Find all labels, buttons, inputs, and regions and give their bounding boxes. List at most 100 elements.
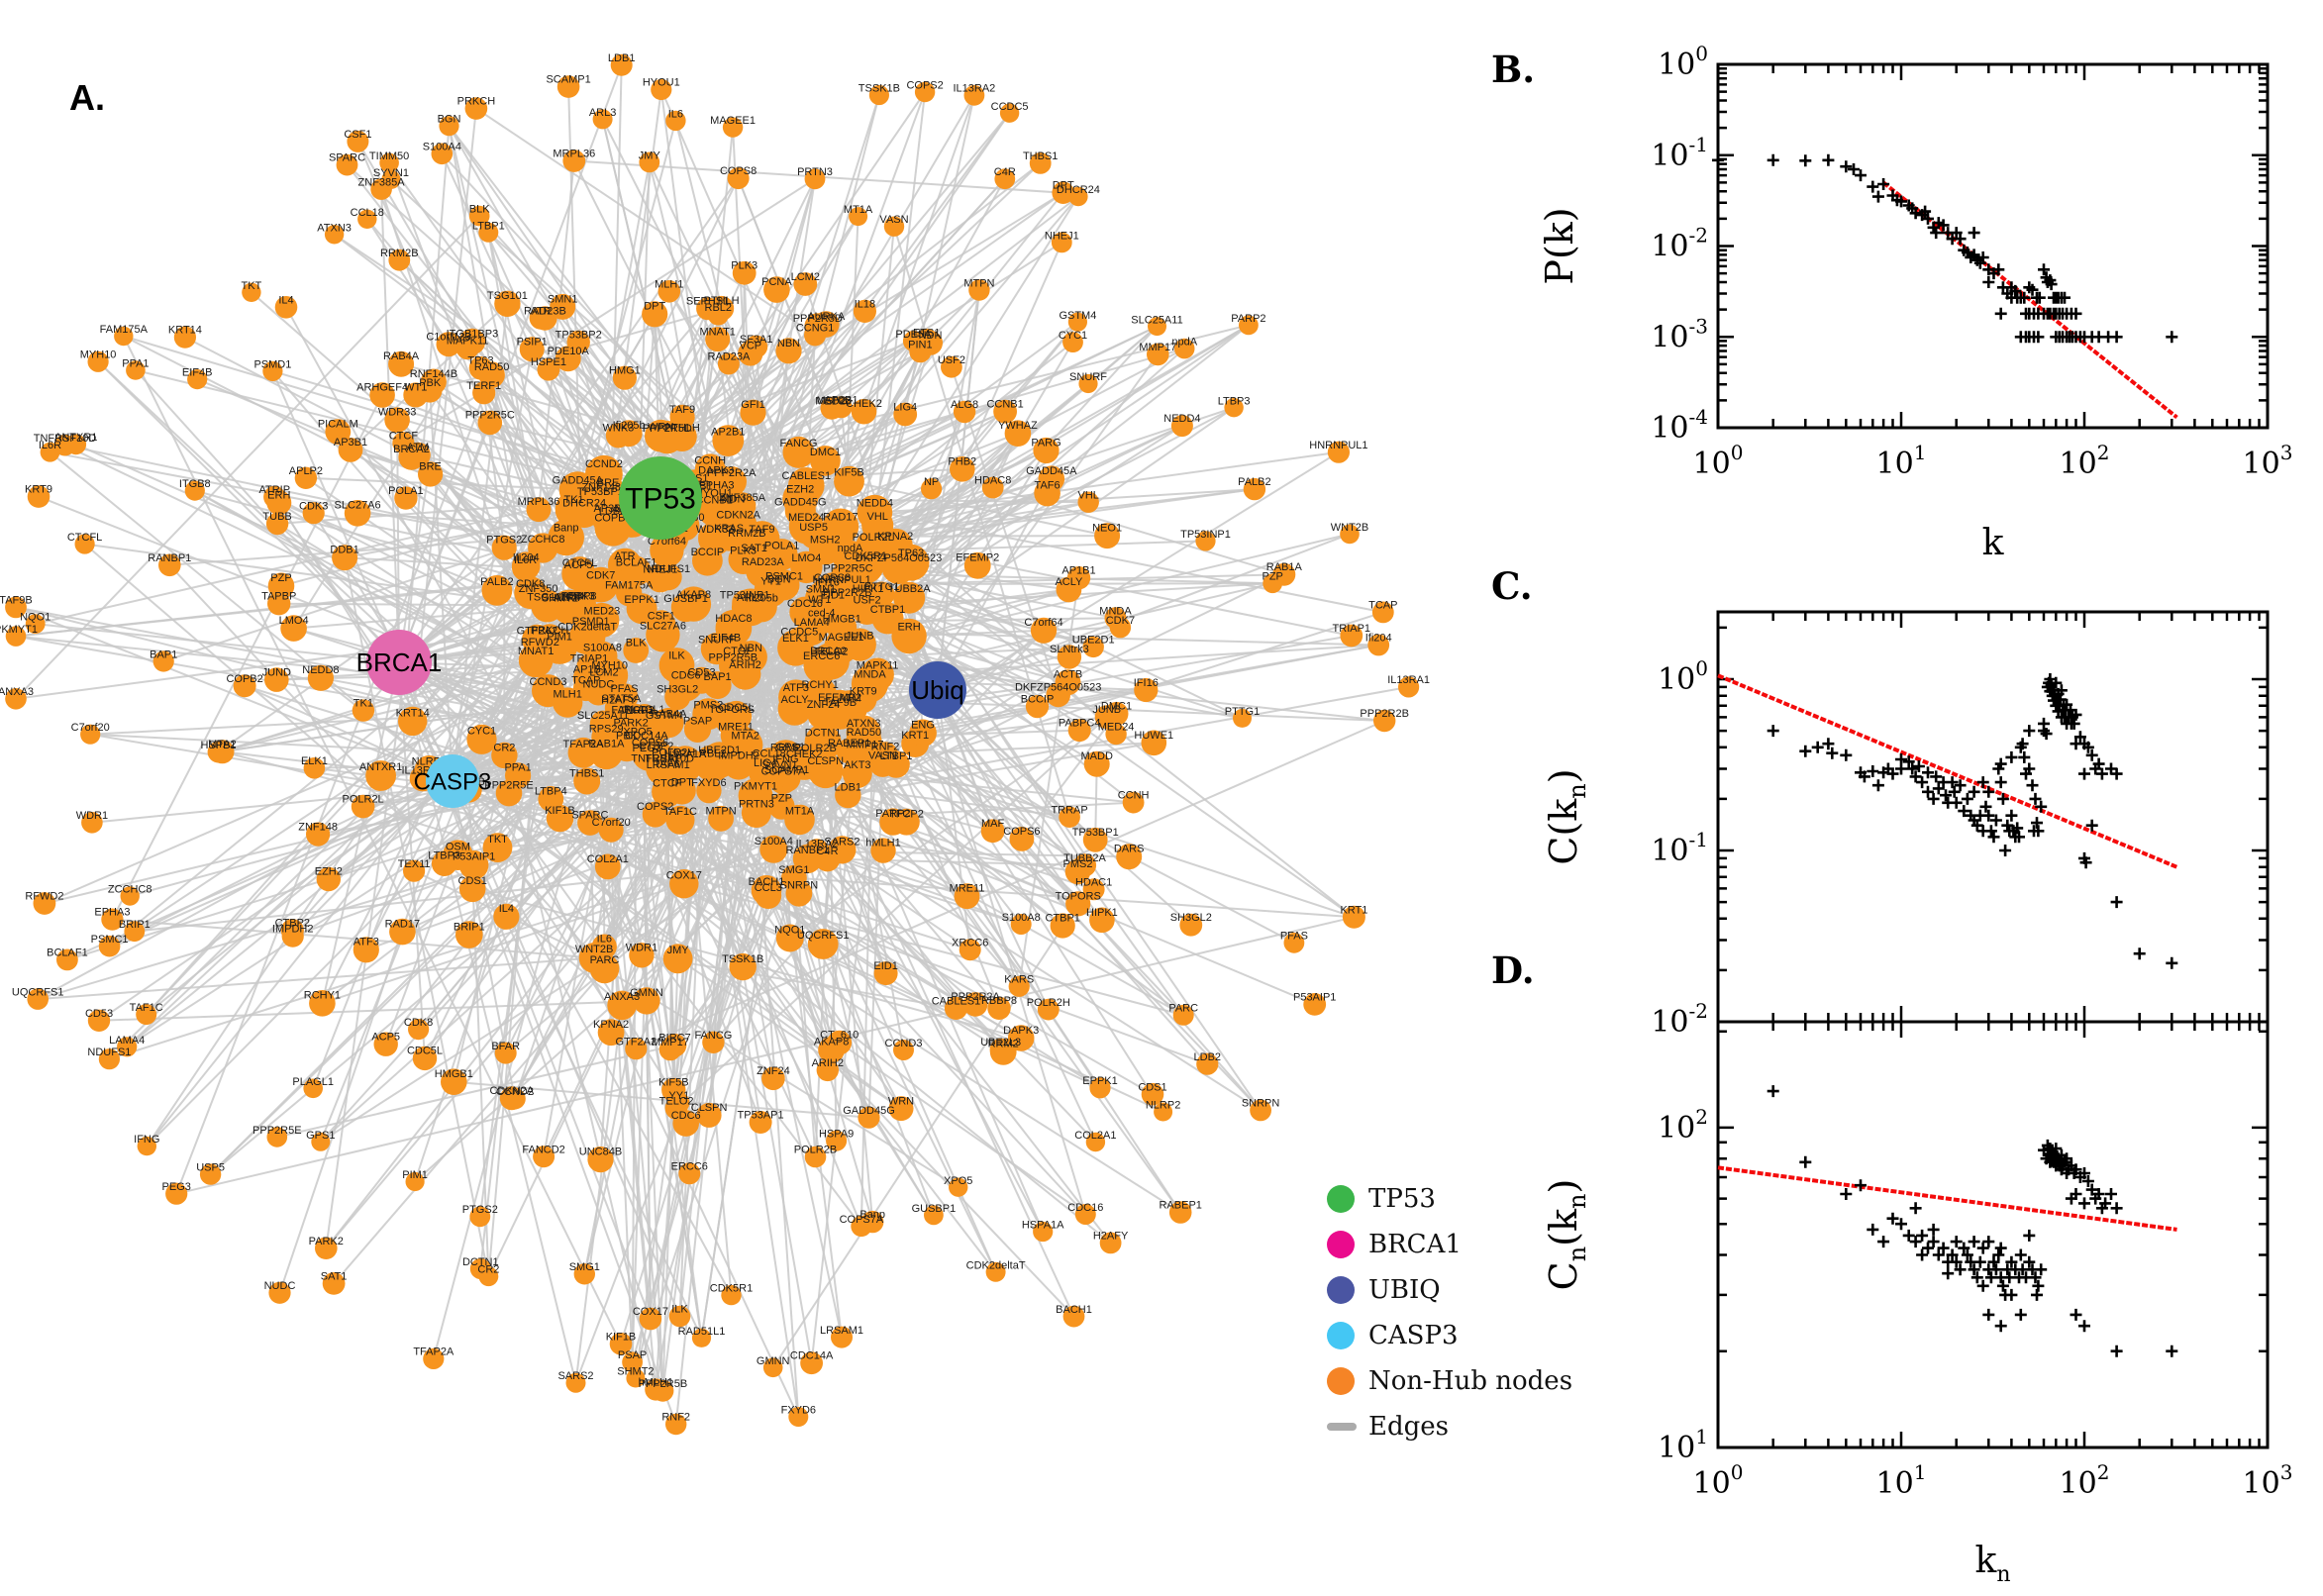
gene-label: AKAP8: [814, 1037, 849, 1048]
non-hub-node: [980, 819, 1005, 844]
gene-label: KRT9: [850, 685, 877, 697]
gene-label: SHMT2: [617, 1366, 654, 1378]
gene-label: BGN: [767, 574, 791, 586]
non-hub-node: [1077, 491, 1099, 513]
non-hub-node: [962, 992, 988, 1017]
gene-label: SMN1: [548, 293, 578, 305]
non-hub-node: [332, 545, 358, 571]
non-hub-node: [281, 925, 304, 948]
gene-label: MT1A: [844, 204, 873, 216]
gene-label: SLC25A11: [577, 710, 629, 722]
power-law-fit-line: [1717, 673, 2178, 869]
hub-node-brca1: [366, 630, 432, 695]
non-hub-node: [868, 84, 890, 106]
gene-label: S100A8: [583, 643, 622, 654]
panel-b-label: B.: [1491, 48, 1536, 91]
non-hub-node: [388, 350, 415, 377]
non-hub-node: [728, 492, 757, 520]
non-hub-node: [1065, 891, 1091, 917]
non-hub-node: [158, 553, 181, 577]
non-hub-node: [1056, 576, 1082, 603]
gene-label: ATM: [407, 442, 429, 453]
non-hub-node: [871, 602, 904, 635]
gene-label: RAD17: [385, 918, 420, 930]
gene-label: MLH1: [554, 688, 582, 700]
non-hub-node: [954, 883, 980, 910]
gene-label: IL6: [668, 108, 683, 120]
gene-label: KRT9: [25, 484, 52, 496]
gene-label: TSG101: [487, 290, 528, 302]
gene-label: KRAS: [714, 523, 744, 535]
gene-label: TRRAP: [1051, 804, 1087, 816]
non-hub-node: [872, 742, 898, 767]
axis-title: kn: [1975, 1541, 2011, 1587]
gene-label: CSF1: [344, 129, 371, 141]
hub-label-ubiq: Ubiq: [911, 675, 963, 705]
gene-label: PMS2: [693, 700, 723, 712]
gene-label: LTBP1: [472, 220, 505, 232]
non-hub-node: [860, 657, 894, 692]
legend-dot-icon: [1327, 1276, 1355, 1304]
gene-label: LDB2: [599, 506, 627, 518]
gene-label: IFI16: [815, 577, 840, 589]
gene-label: PARP2: [1231, 313, 1265, 325]
tick-label: 10-2: [1651, 224, 1708, 264]
non-hub-node: [263, 485, 286, 509]
gene-label: HDAC1: [1075, 877, 1112, 889]
non-hub-node: [1196, 1052, 1219, 1075]
non-hub-node: [655, 563, 682, 591]
non-hub-node: [347, 130, 369, 152]
gene-label: GADD45A: [1026, 465, 1077, 477]
gene-label: RNF144B: [410, 368, 457, 380]
legend-item-label: Non-Hub nodes: [1368, 1366, 1573, 1396]
gene-label: DARS: [1114, 844, 1145, 855]
gene-label: PPP2R5B: [709, 652, 758, 664]
gene-label: RANBP1: [785, 845, 829, 856]
gene-label: RAD51L1: [678, 1326, 726, 1338]
gene-label: LDB2: [1194, 1051, 1222, 1063]
gene-label: SNRPN: [1242, 1098, 1280, 1110]
non-hub-node: [1010, 914, 1032, 935]
gene-label: RRM2B: [728, 528, 766, 540]
gene-label: ANXA3: [604, 991, 640, 1003]
gene-label: MSH2: [817, 395, 848, 407]
gene-label: COPS2: [906, 79, 943, 91]
non-hub-node: [775, 338, 802, 364]
gene-label: SLC27A6: [640, 620, 686, 632]
gene-label: TAF9B: [0, 595, 33, 607]
gene-label: BACH1: [1056, 1304, 1092, 1316]
non-hub-node: [668, 1305, 691, 1328]
non-hub-node: [691, 1328, 712, 1347]
gene-label: WDR33: [696, 524, 735, 536]
gene-label: IL4: [499, 903, 514, 915]
axis-ticks: [1716, 612, 2270, 1024]
gene-label: IL6: [597, 934, 612, 946]
gene-label: HMGB1: [435, 1068, 473, 1080]
gene-label: BLK: [469, 204, 490, 216]
non-hub-node: [369, 382, 395, 408]
legend-item-label: BRCA1: [1368, 1230, 1462, 1259]
gene-label: KIF5B: [834, 467, 864, 479]
gene-label: SF3A1: [740, 334, 773, 346]
gene-label: TRIAP1: [1333, 623, 1371, 635]
non-hub-node: [610, 53, 633, 76]
gene-label: POLA1: [388, 485, 423, 497]
gene-label: CHEK2: [846, 398, 882, 410]
gene-label: COL2A1: [1074, 1130, 1116, 1142]
gene-label: ACP5: [371, 1031, 400, 1043]
non-hub-node: [553, 687, 583, 718]
gene-label: Banp: [554, 522, 579, 534]
non-hub-node: [782, 480, 819, 517]
non-hub-node: [723, 748, 755, 780]
gene-label: PTGS2: [486, 535, 522, 547]
gene-label: PPP2R5B: [639, 1378, 688, 1390]
gene-label: PPP2R2A: [707, 467, 757, 479]
gene-label: SH3GL2: [656, 684, 698, 696]
non-hub-node: [478, 222, 499, 243]
non-hub-node: [568, 618, 606, 655]
non-hub-node: [994, 168, 1016, 190]
gene-label: LMO4: [791, 552, 821, 564]
non-hub-node: [1089, 907, 1115, 934]
gene-label: TAF1C: [663, 806, 697, 818]
non-hub-node: [136, 1004, 157, 1026]
